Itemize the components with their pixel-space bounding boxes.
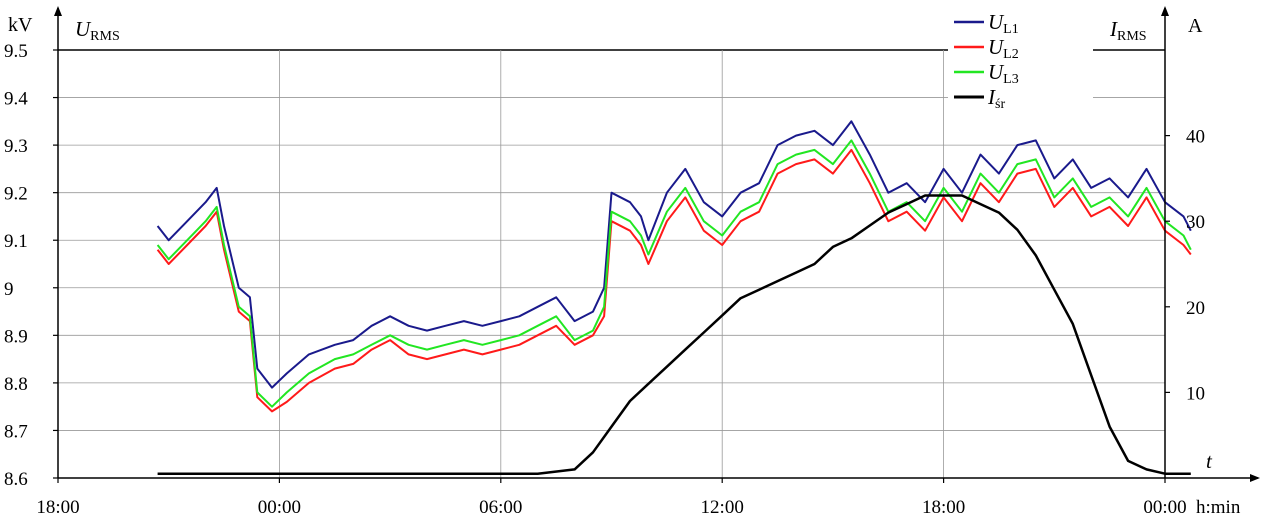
legend-entry-sub: L2 (1003, 47, 1019, 62)
series-u-l3-line (156, 139, 1192, 408)
x-tick-label: 12:00 (701, 497, 744, 518)
right-tick-label: 20 (1186, 298, 1205, 319)
series-layer (156, 120, 1192, 475)
series-i-r-line (157, 194, 1191, 475)
legend-entry-sub: śr (995, 97, 1005, 112)
x-tick-label: 06:00 (479, 497, 522, 518)
left-tick-label: 9.3 (4, 136, 28, 157)
left-tick-label: 8.9 (4, 326, 28, 347)
left-axis-quantity: URMS (75, 17, 120, 44)
left-tick-label: 9 (4, 279, 14, 300)
time-axis-label: t (1206, 449, 1213, 473)
series-u-l2-line (156, 148, 1192, 413)
x-tick-label: 00:00 (1143, 497, 1186, 518)
legend-entry-sub: L1 (1003, 22, 1019, 37)
x-tick-label: 00:00 (258, 497, 301, 518)
right-axis-quantity: IRMS (1109, 17, 1147, 44)
left-tick-label: 8.7 (4, 421, 28, 442)
right-axis-unit: A (1188, 15, 1203, 37)
left-tick-label: 9.1 (4, 231, 28, 252)
left-tick-label: 9.5 (4, 41, 28, 62)
right-axis-arrow (1161, 6, 1169, 16)
left-axis-quantity-sub: RMS (90, 29, 120, 44)
left-axis-arrow (54, 6, 62, 16)
x-tick-label: 18:00 (922, 497, 965, 518)
right-tick-label: 10 (1186, 383, 1205, 404)
left-tick-label: 9.4 (4, 89, 28, 110)
x-tick-label: 18:00 (36, 497, 79, 518)
right-tick-label: 40 (1186, 127, 1205, 148)
left-axis-unit: kV (8, 14, 33, 36)
series-u-l1-line (156, 120, 1192, 389)
right-axis-quantity-sub: RMS (1117, 29, 1147, 44)
legend-entry-sub: L3 (1003, 72, 1019, 87)
right-tick-label: 30 (1186, 212, 1205, 233)
axes (53, 6, 1260, 483)
left-tick-label: 8.6 (4, 469, 28, 490)
x-axis-arrow (1250, 474, 1260, 482)
left-tick-label: 9.2 (4, 184, 28, 205)
left-tick-label: 8.8 (4, 374, 28, 395)
x-axis-unit: h:min (1196, 497, 1241, 518)
